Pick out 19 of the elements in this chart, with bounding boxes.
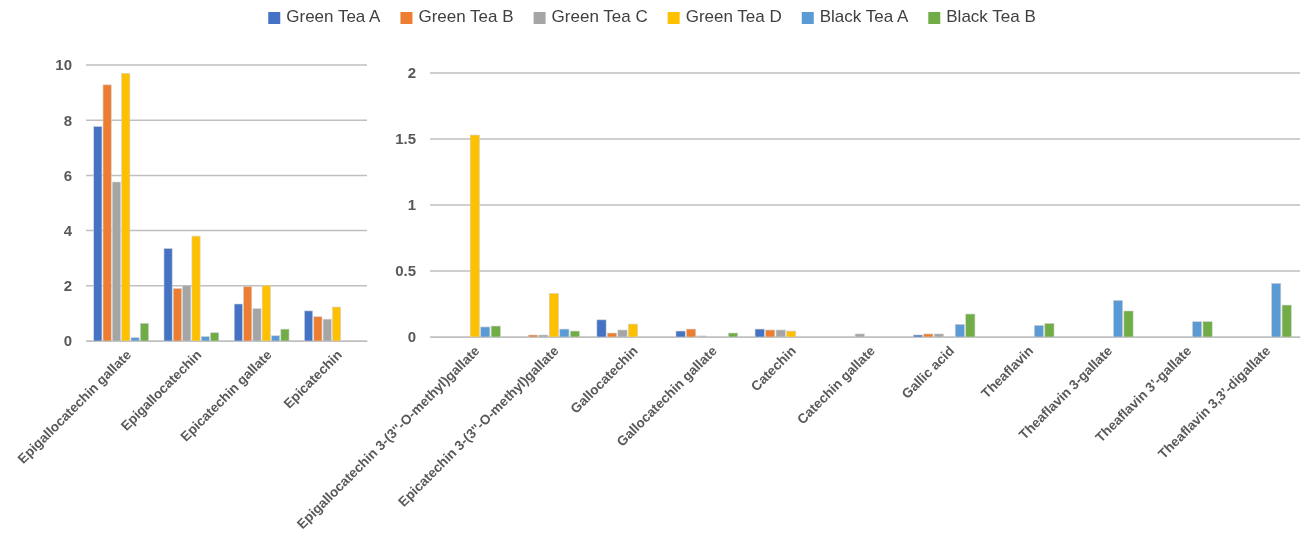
y-tick-label: 0.5 [395, 262, 416, 280]
legend-label: Green Tea D [685, 7, 782, 26]
legend-label: Black Tea A [819, 7, 909, 26]
y-tick-label: 0 [63, 332, 72, 350]
y-tick-label: 2 [407, 64, 416, 82]
y-tick-label: 0 [407, 328, 416, 346]
y-tick-label: 6 [63, 166, 72, 184]
legend-label: Green Tea A [286, 7, 382, 26]
y-tick-label: 2 [63, 277, 72, 295]
y-tick-label: 4 [63, 221, 73, 239]
bar [728, 332, 738, 338]
bar [854, 333, 865, 338]
legend-label: Green Tea C [551, 7, 648, 26]
y-tick-label: 8 [63, 111, 72, 129]
y-tick-label: 1 [407, 196, 416, 214]
legend-label: Green Tea B [418, 7, 514, 26]
legend-label: Black Tea B [946, 7, 1036, 26]
y-tick-label: 1.5 [395, 130, 416, 148]
y-tick-label: 10 [55, 56, 72, 74]
